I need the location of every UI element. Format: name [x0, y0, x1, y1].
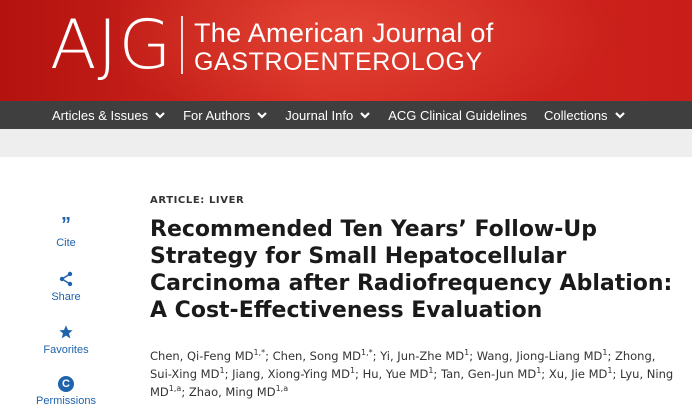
author-name[interactable]: Xu, Jie MD: [548, 367, 608, 381]
author-affiliation: 1: [464, 348, 470, 358]
nav-label: Articles & Issues: [52, 107, 149, 123]
author-list: Chen, Qi-Feng MD1,*; Chen, Song MD1,*; Y…: [150, 348, 674, 399]
author-name[interactable]: Chen, Song MD: [272, 349, 362, 363]
main-nav: Articles & Issues For Authors Journal In…: [0, 101, 692, 129]
author-affiliation: 1: [536, 366, 542, 376]
author-affiliation: 1: [219, 366, 225, 376]
author-name[interactable]: Zhao, Ming MD: [188, 385, 276, 399]
cite-label: Cite: [56, 237, 76, 249]
author-name[interactable]: Wang, Jiong-Liang MD: [476, 349, 603, 363]
chevron-down-icon: [155, 112, 165, 119]
nav-label: For Authors: [183, 107, 251, 123]
share-label: Share: [51, 291, 81, 303]
nav-collections[interactable]: Collections: [544, 108, 626, 123]
share-button[interactable]: Share: [22, 270, 110, 303]
journal-title-line1: The American Journal of: [194, 18, 494, 48]
author-name[interactable]: Chen, Qi-Feng MD: [150, 349, 254, 363]
journal-banner[interactable]: AJG The American Journal of GASTROENTERO…: [0, 0, 692, 101]
chevron-down-icon: [257, 112, 268, 119]
author-name[interactable]: Tan, Gen-Jun MD: [440, 367, 537, 381]
banner-glow: [120, 0, 640, 101]
logo-divider: [181, 16, 183, 74]
copyright-icon: C: [58, 376, 74, 392]
author-affiliation: 1: [428, 366, 434, 376]
nav-label: Journal Info: [285, 107, 354, 123]
permissions-label: Permissions: [36, 395, 96, 407]
favorites-label: Favorites: [43, 344, 89, 356]
author-name[interactable]: Hu, Yue MD: [362, 367, 429, 381]
author-affiliation: 1,*: [361, 348, 373, 358]
author-name[interactable]: Yi, Jun-Zhe MD: [380, 349, 465, 363]
author-affiliation: 1: [607, 366, 613, 376]
quote-icon: ”: [61, 214, 71, 236]
author-affiliation: 1,a: [168, 384, 182, 394]
journal-title-line2: GASTROENTEROLOGY: [194, 48, 483, 76]
article-title: Recommended Ten Years’ Follow-Up Strateg…: [150, 217, 673, 323]
chevron-down-icon: [614, 112, 625, 119]
favorites-button[interactable]: Favorites: [22, 323, 110, 356]
cite-button[interactable]: ” Cite: [22, 214, 110, 249]
author-affiliation: 1,*: [253, 348, 266, 358]
nav-label: Collections: [543, 107, 608, 123]
nav-for-authors[interactable]: For Authors: [183, 108, 268, 123]
author-name[interactable]: Zhong, Sui-Xing MD: [150, 349, 656, 381]
subnav-strip: [0, 129, 692, 157]
star-icon: [59, 325, 73, 339]
permissions-button[interactable]: C Permissions: [22, 376, 110, 407]
chevron-down-icon: [360, 112, 371, 119]
author-name[interactable]: Lyu, Ning MD: [150, 367, 674, 399]
author-affiliation: 1: [349, 366, 356, 376]
nav-acg-clinical-guidelines[interactable]: ACG Clinical Guidelines: [388, 108, 527, 123]
nav-articles-issues[interactable]: Articles & Issues: [52, 108, 166, 123]
share-icon: [59, 271, 73, 287]
author-name[interactable]: Jiang, Xiong-Ying MD: [232, 367, 350, 381]
journal-logo[interactable]: AJG: [50, 6, 173, 85]
nav-journal-info[interactable]: Journal Info: [285, 108, 371, 123]
nav-label: ACG Clinical Guidelines: [388, 107, 527, 123]
author-affiliation: 1: [602, 348, 608, 358]
author-affiliation: 1,a: [275, 384, 289, 394]
article-category: ARTICLE: LIVER: [150, 195, 245, 206]
